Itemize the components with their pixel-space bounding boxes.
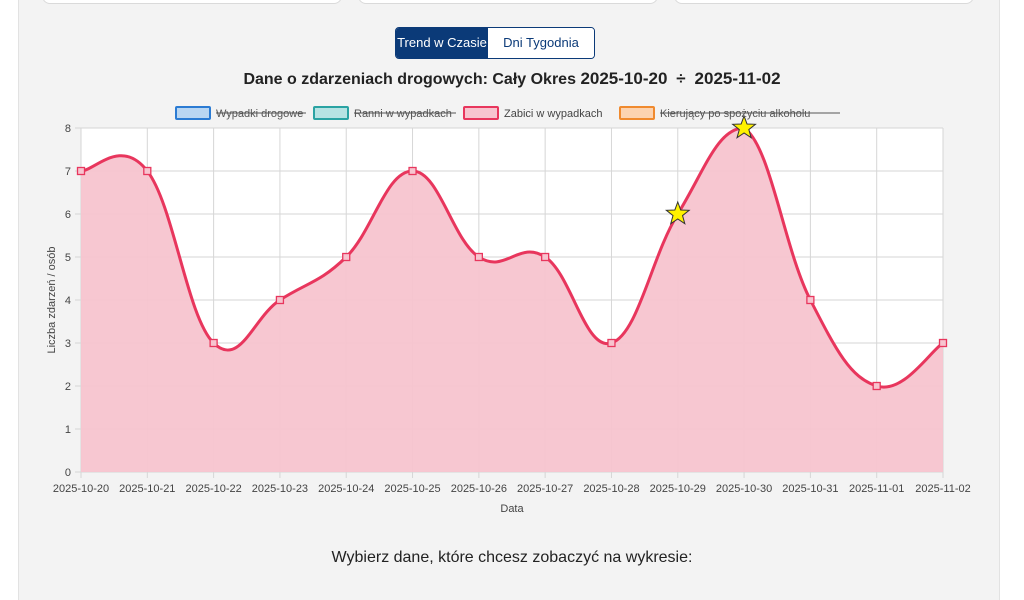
data-point <box>209 338 218 348</box>
legend-item-label[interactable]: Ranni w wypadkach <box>354 108 452 120</box>
chart-title-separator: ÷ <box>676 69 686 88</box>
y-tick-label: 2 <box>65 381 71 393</box>
x-tick-label: 2025-10-30 <box>716 483 772 495</box>
chart-title: Dane o zdarzeniach drogowych: Cały Okres… <box>0 69 1024 89</box>
series-selector-prompt: Wybierz dane, które chcesz zobaczyć na w… <box>331 549 693 566</box>
x-tick-label: 2025-10-23 <box>252 483 308 495</box>
data-point <box>76 166 86 176</box>
data-point <box>806 295 815 305</box>
data-point <box>474 252 483 262</box>
view-tabs: Trend w Czasie Dni Tygodnia <box>395 27 595 59</box>
data-point <box>541 252 550 262</box>
x-tick-label: 2025-10-28 <box>583 483 639 495</box>
highlight-star-marker <box>731 114 757 139</box>
y-tick-label: 6 <box>65 209 71 221</box>
x-tick-label: 2025-11-01 <box>849 483 904 495</box>
x-tick-label: 2025-10-21 <box>119 483 175 495</box>
legend-swatch <box>619 106 655 120</box>
chart-title-prefix: Dane o zdarzeniach drogowych: Cały Okres <box>243 71 576 88</box>
data-point <box>607 338 616 348</box>
x-tick-label: 2025-10-25 <box>384 483 440 495</box>
legend-item-label[interactable]: Kierujący po spożyciu alkoholu <box>660 108 810 120</box>
legend-swatch <box>463 106 499 120</box>
legend-item-label[interactable]: Wypadki drogowe <box>216 108 303 120</box>
line-chart: 0 1 2 3 4 5 6 7 8 2025-10-20 2025-10-21 2025-10-22 2… <box>46 106 971 515</box>
y-tick-label: 0 <box>65 467 71 479</box>
data-point <box>408 166 417 176</box>
chart-title-start: 2025-10-20 <box>580 69 668 88</box>
x-tick-label: 2025-10-29 <box>650 483 706 495</box>
x-tick-label: 2025-11-02 <box>915 483 970 495</box>
y-tick-label: 5 <box>65 252 71 264</box>
chart-title-end: 2025-11-02 <box>694 69 781 88</box>
series-area-fill <box>81 128 943 472</box>
legend-swatch <box>175 106 211 120</box>
x-tick-label: 2025-10-31 <box>782 483 838 495</box>
x-tick-label: 2025-10-22 <box>185 483 241 495</box>
y-axis-label: Liczba zdarzeń / osób <box>46 246 58 353</box>
y-tick-label: 7 <box>65 166 71 178</box>
y-tick-label: 3 <box>65 338 71 350</box>
x-axis-label: Data <box>500 503 524 515</box>
x-tick-label: 2025-10-20 <box>53 483 109 495</box>
legend-swatch <box>313 106 349 120</box>
highlight-star-marker <box>664 200 691 225</box>
tab-weekdays[interactable]: Dni Tygodnia <box>488 28 594 58</box>
legend-item-label[interactable]: Zabici w wypadkach <box>504 108 602 120</box>
y-tick-label: 4 <box>65 295 71 307</box>
x-tick-label: 2025-10-27 <box>517 483 573 495</box>
data-point <box>872 381 881 391</box>
data-point <box>342 252 351 262</box>
data-point <box>938 338 948 348</box>
x-tick-label: 2025-10-24 <box>318 483 374 495</box>
data-point <box>143 166 152 176</box>
data-point <box>275 295 285 305</box>
tab-trend[interactable]: Trend w Czasie <box>396 28 488 58</box>
y-tick-label: 8 <box>65 123 71 135</box>
x-tick-label: 2025-10-26 <box>451 483 507 495</box>
y-tick-label: 1 <box>65 424 71 436</box>
